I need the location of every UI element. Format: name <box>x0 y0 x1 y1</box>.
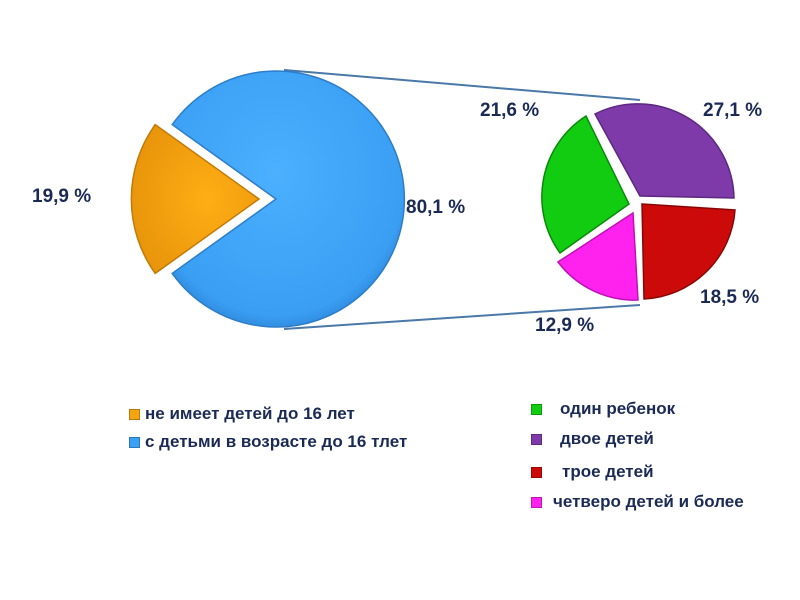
legend-label: двое детей <box>560 429 654 448</box>
legend-swatch-red-icon <box>531 466 542 478</box>
pie-slice-three-children <box>641 203 736 300</box>
pie-slice-one-child <box>541 114 630 255</box>
legend-item-three-children: трое детей <box>531 462 654 482</box>
legend-swatch-orange-icon <box>129 408 140 420</box>
legend-label: один ребенок <box>560 399 676 418</box>
pie-slice-four-plus-children <box>556 211 639 301</box>
legend-label: трое детей <box>562 462 654 481</box>
pie-slice-two-children <box>593 103 735 199</box>
legend-swatch-purple-icon <box>531 433 542 445</box>
connector-line-top <box>283 69 641 101</box>
label-with-children: 80,1 % <box>406 197 466 218</box>
legend-item-two-children: двое детей <box>531 429 654 449</box>
legend-swatch-magenta-icon <box>531 496 542 508</box>
label-four-plus-children: 12,9 % <box>535 315 595 336</box>
label-two-children: 27,1 % <box>703 100 763 121</box>
legend-item-four-plus-children: четверо детей и более <box>531 492 744 512</box>
legend-swatch-blue-icon <box>129 436 140 448</box>
legend-swatch-green-icon <box>531 403 542 415</box>
pie-slice-no-children <box>130 123 261 275</box>
legend-item-no-children: не имеет детей до 16 лет <box>129 404 355 424</box>
label-no-children: 19,9 % <box>32 186 92 207</box>
legend-item-one-child: один ребенок <box>531 399 675 419</box>
pie-slice-with-children <box>171 70 406 328</box>
label-one-child: 21,6 % <box>480 100 540 121</box>
legend-label: с детьми в возрасте до 16 тлет <box>145 432 408 451</box>
legend-label: четверо детей и более <box>553 492 744 511</box>
label-three-children: 18,5 % <box>700 287 760 308</box>
connector-line-bottom <box>283 304 641 330</box>
legend-label: не имеет детей до 16 лет <box>145 404 355 423</box>
legend-item-with-children: с детьми в возрасте до 16 тлет <box>129 432 407 452</box>
